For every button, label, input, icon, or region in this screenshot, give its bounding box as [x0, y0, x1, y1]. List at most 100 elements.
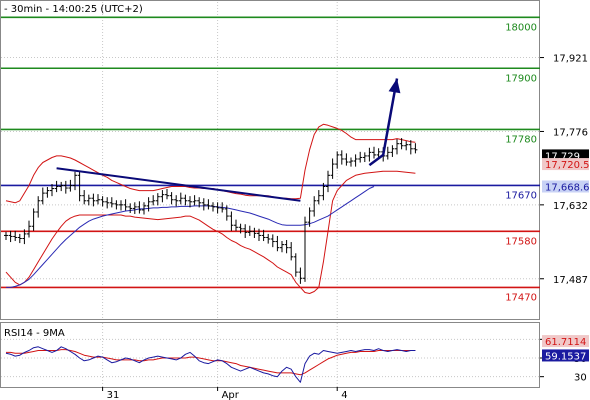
price-bar [40, 187, 45, 205]
price-bar [362, 152, 367, 163]
price-bar [385, 146, 390, 160]
bollinger-lower-line [5, 170, 416, 294]
price-bar [344, 153, 349, 166]
price-bar [413, 143, 418, 154]
support-resistance-levels: 18000 17900 17780 17670 17580 17470 [1, 16, 540, 303]
price-bar [119, 200, 123, 211]
price-bar [54, 180, 59, 193]
price-bar [201, 198, 206, 211]
x-tick-label-0: 31 [107, 390, 120, 400]
price-bar [224, 205, 229, 221]
price-bar [234, 219, 238, 231]
price-bar [45, 187, 50, 198]
price-bar [109, 197, 114, 208]
price-bar [293, 253, 298, 277]
price-bar [165, 189, 169, 200]
price-bar [155, 193, 160, 206]
price-bars [4, 138, 418, 284]
header-timestamp: - 30min - 14:00:25 (UTC+2) [4, 4, 143, 15]
rsi-value-label-bg-rsi_ma [542, 335, 589, 348]
price-bar [59, 181, 64, 192]
price-bar [358, 151, 363, 163]
rsi-value-label-bg-rsi [542, 349, 589, 362]
price-bar [178, 192, 183, 205]
price-bar [123, 199, 128, 211]
y-tick-label-2: 17,776 [553, 127, 588, 138]
price-bar [229, 211, 234, 231]
price-bar [114, 200, 119, 210]
price-bar [91, 193, 96, 207]
price-bar [404, 141, 409, 151]
level-label-17470: 17470 [505, 292, 537, 303]
price-bar [132, 202, 137, 215]
trend-overlay [56, 78, 401, 202]
price-bar [243, 224, 248, 238]
price-bar [174, 195, 179, 207]
price-bar [367, 147, 372, 162]
price-bar [36, 196, 41, 218]
y-tick-label-0: 17,487 [553, 275, 588, 286]
price-bar [220, 202, 225, 213]
price-bar [298, 267, 303, 284]
price-bar [280, 241, 284, 253]
price-bar [63, 180, 68, 194]
price-bar [22, 229, 27, 245]
price-bar [335, 151, 340, 169]
price-bar [96, 194, 100, 205]
price-bar [73, 171, 77, 191]
price-bar [82, 190, 87, 205]
price-bar [27, 220, 31, 238]
rsi-tick-label-2: 30 [574, 373, 587, 384]
price-bar [183, 194, 188, 206]
price-bar [86, 194, 91, 206]
price-bar [326, 170, 330, 193]
price-bar [321, 182, 326, 201]
price-bar [206, 199, 211, 210]
price-bar [100, 196, 105, 207]
price-bar [275, 235, 280, 252]
y-tick-label-1: 17,632 [553, 201, 588, 212]
price-bar [330, 158, 335, 179]
price-bar [169, 192, 174, 205]
rsi-title: RSI14 - 9MA [4, 328, 65, 339]
price-bar [408, 140, 413, 155]
price-bar [151, 195, 156, 206]
time-axis: 31 Apr 4 [102, 387, 348, 400]
price-bar [390, 145, 395, 157]
price-bar [339, 150, 344, 165]
x-tick-label-1: Apr [222, 390, 240, 400]
price-bar [31, 208, 36, 231]
rsi-line [5, 346, 416, 383]
price-bar [105, 197, 110, 209]
rsi-panel-border [0, 322, 540, 388]
price-bar [192, 195, 197, 206]
price-label-ma: 17,668.6 [545, 183, 590, 194]
price-bar [215, 202, 220, 214]
price-bar [261, 229, 266, 242]
price-bar [142, 202, 146, 215]
price-bar [353, 154, 358, 167]
x-tick-label-2: 4 [341, 390, 347, 400]
price-bar [146, 197, 151, 212]
price-label-last: 17,729 [545, 151, 580, 162]
level-label-17900: 17900 [505, 73, 537, 84]
price-bar [238, 223, 243, 234]
price-bar [349, 157, 353, 167]
price-label-bollinger: 17,720.5 [545, 160, 590, 171]
price-bar [13, 230, 18, 242]
price-bar [303, 216, 307, 282]
price-bar [289, 242, 294, 261]
price-bar [307, 207, 312, 227]
y-tick-label-3: 17,921 [553, 54, 588, 65]
price-bar [284, 240, 289, 254]
rsi-ma-line [6, 349, 416, 376]
price-label-bg-ma [542, 180, 589, 193]
price-bar [372, 146, 376, 159]
price-bar [197, 197, 202, 208]
price-bar [270, 234, 275, 248]
price-bar [312, 196, 317, 217]
price-bar [252, 227, 257, 238]
